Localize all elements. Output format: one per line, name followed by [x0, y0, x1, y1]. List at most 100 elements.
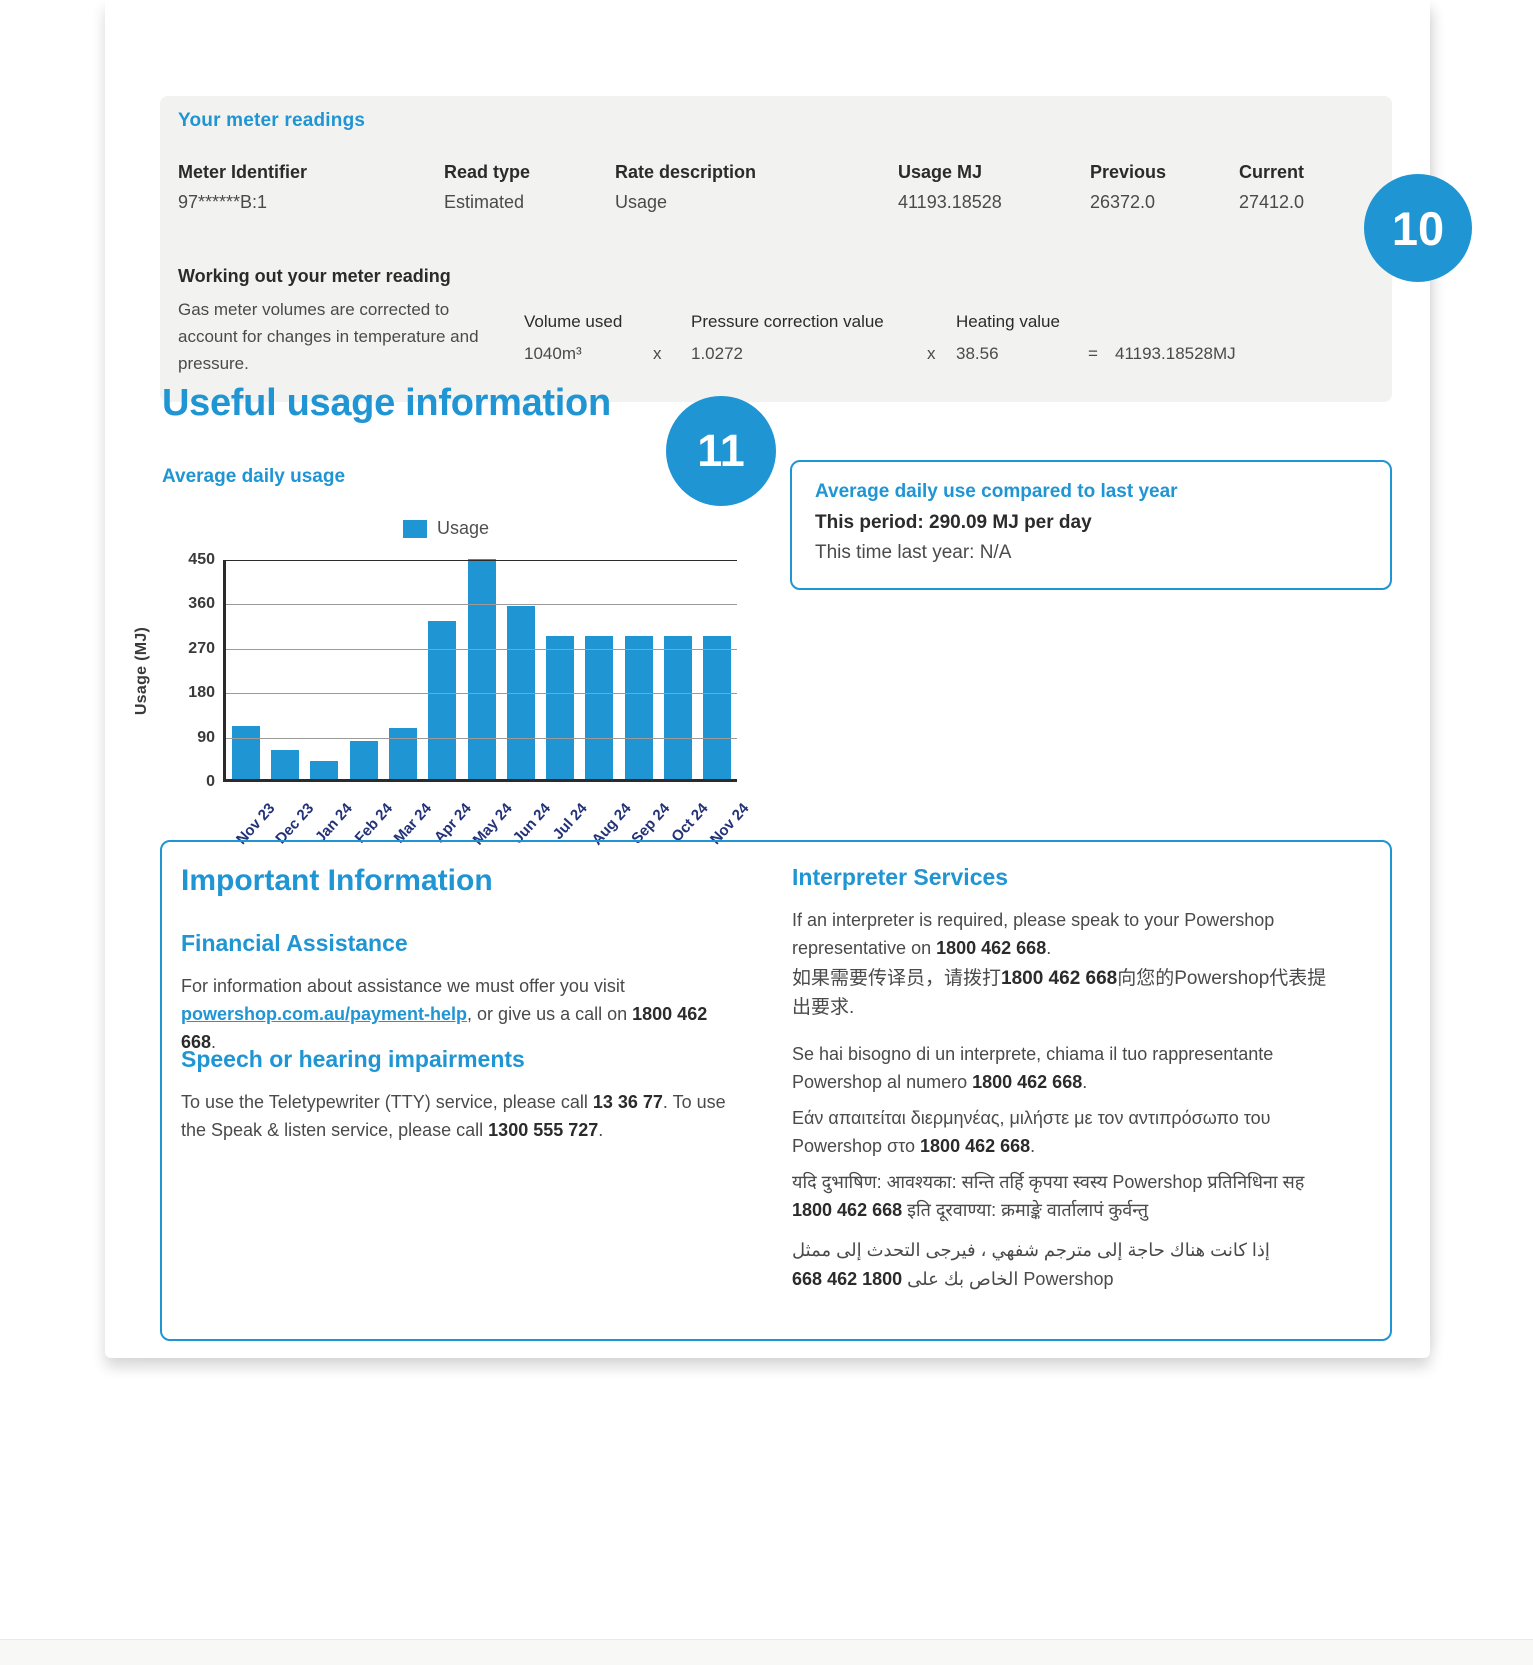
interpreter-zh-after: 向您的Powershop代表提出要求. [792, 968, 1327, 1018]
interpreter-en-phone: 1800 462 668 [936, 938, 1047, 958]
bar-slot [305, 761, 344, 779]
bar-slot [541, 635, 580, 779]
interpreter-it-text: Se hai bisogno di un interprete, chiama … [792, 1044, 1274, 1092]
bar-slot [344, 741, 383, 779]
working-out-description: Gas meter volumes are corrected to accou… [178, 300, 479, 373]
financial-text-before: For information about assistance we must… [181, 976, 625, 996]
bar-jan-24 [310, 761, 339, 779]
y-tick-180: 180 [188, 684, 215, 702]
col-read-type: Read type [444, 162, 531, 182]
col-rate-description: Rate description [615, 162, 757, 182]
gridline-450 [226, 560, 737, 561]
bar-aug-24 [585, 635, 614, 779]
chart-legend: Usage [403, 518, 489, 539]
y-tick-450: 450 [188, 551, 215, 568]
interpreter-zh-text: 如果需要传译员，请拨打 [792, 968, 1002, 989]
speak-listen-phone: 1300 555 727 [488, 1120, 599, 1140]
annotation-badge-11: 11 [666, 396, 776, 506]
heating-value-label: Heating value [956, 312, 1060, 331]
interpreter-paragraph-hi: यदि दुभाषिण: आवश्यका: सन्ति तर्हि कृपया … [792, 1168, 1344, 1224]
bar-jun-24 [506, 606, 535, 779]
gridline-270 [226, 648, 737, 650]
bar-feb-24 [349, 741, 378, 779]
bar-dec-23 [270, 749, 299, 779]
col-meter-identifier: Meter Identifier [178, 162, 308, 182]
compare-box-title: Average daily use compared to last year [815, 481, 1178, 502]
bar-nov-23 [231, 726, 260, 779]
multiply-sign-1: x [653, 344, 662, 363]
interpreter-el-phone: 1800 462 668 [920, 1136, 1031, 1156]
this-period-value: This period: 290.09 MJ per day [815, 512, 1092, 533]
interpreter-paragraph-zh: 如果需要传译员，请拨打1800 462 668向您的Powershop代表提出要… [792, 964, 1344, 1022]
meter-readings-title: Your meter readings [178, 110, 366, 131]
volume-used-value: 1040m³ [524, 344, 582, 363]
chart-plot [223, 559, 737, 782]
y-axis-title: Usage (MJ) [133, 626, 151, 716]
gridline-180 [226, 693, 737, 695]
equals-sign: = [1088, 344, 1098, 363]
interpreter-it-after: . [1082, 1072, 1088, 1092]
annotation-badge-10: 10 [1364, 174, 1472, 282]
interpreter-hi-phone: 1800 462 668 [792, 1200, 903, 1220]
financial-text-mid: , or give us a call on [467, 1004, 633, 1024]
bar-oct-24 [664, 635, 693, 779]
col-current: Current [1239, 162, 1305, 182]
heating-value-value: 38.56 [956, 344, 999, 363]
calculation-result: 41193.18528MJ [1115, 344, 1236, 363]
meter-table-row: 97******B:1 Estimated Usage 41193.18528 … [178, 192, 1382, 213]
bar-slot [226, 726, 265, 779]
financial-text-after: . [211, 1032, 217, 1052]
interpreter-en-after: . [1046, 938, 1052, 958]
meter-identifier-value: 97******B:1 [178, 192, 268, 212]
interpreter-zh-phone: 1800 462 668 [1001, 968, 1118, 989]
bar-nov-24 [703, 635, 732, 779]
gridline-360 [226, 604, 737, 606]
tty-text-1: To use the Teletypewriter (TTY) service,… [181, 1092, 593, 1112]
rate-description-value: Usage [615, 192, 668, 212]
financial-assistance-title: Financial Assistance [181, 930, 408, 956]
bar-slot [501, 606, 540, 779]
meter-readings-panel: Your meter readings Meter Identifier Rea… [160, 96, 1392, 402]
read-type-value: Estimated [444, 192, 525, 212]
bar-mar-24 [388, 727, 417, 779]
chart-bars [226, 559, 737, 779]
bar-apr-24 [428, 621, 457, 779]
interpreter-el-text: Εάν απαιτείται διερμηνέας, μιλήστε με το… [792, 1108, 1271, 1156]
tty-text-3: . [598, 1120, 604, 1140]
speech-hearing-title: Speech or hearing impairments [181, 1046, 525, 1072]
y-axis-labels: 0 90 180 270 360 450 [163, 551, 215, 790]
legend-usage-label: Usage [437, 518, 490, 538]
bar-slot [462, 559, 501, 779]
working-out-title: Working out your meter reading [178, 266, 451, 286]
average-daily-usage-title: Average daily usage [162, 466, 346, 487]
bar-may-24 [467, 559, 496, 779]
interpreter-el-after: . [1030, 1136, 1036, 1156]
pressure-correction-label: Pressure correction value [691, 312, 884, 331]
tty-phone: 13 36 77 [592, 1092, 663, 1112]
current-value: 27412.0 [1239, 192, 1305, 212]
bar-jul-24 [546, 635, 575, 779]
col-usage-mj: Usage MJ [898, 162, 983, 182]
interpreter-en-text: If an interpreter is required, please sp… [792, 910, 1275, 958]
interpreter-hi-text: यदि दुभाषिण: आवश्यका: सन्ति तर्हि कृपया … [792, 1172, 1305, 1192]
col-previous: Previous [1090, 162, 1167, 182]
interpreter-ar-text: إذا كانت هناك حاجة إلى مترجم شفهي ، فيرج… [792, 1240, 1270, 1289]
daily-use-compare-box: Average daily use compared to last year … [790, 460, 1392, 590]
bar-slot [383, 727, 422, 779]
interpreter-paragraph-en: If an interpreter is required, please sp… [792, 906, 1338, 962]
bar-sep-24 [624, 635, 653, 779]
bar-slot [265, 749, 304, 779]
gridline-90 [226, 737, 737, 739]
bottom-gray-strip [0, 1639, 1533, 1665]
previous-value: 26372.0 [1090, 192, 1156, 212]
useful-usage-heading: Useful usage information [162, 382, 611, 424]
interpreter-paragraph-el: Εάν απαιτείται διερμηνέας, μιλήστε με το… [792, 1104, 1338, 1160]
interpreter-paragraph-ar: إذا كانت هناك حاجة إلى مترجم شفهي ، فيرج… [792, 1236, 1344, 1294]
bar-slot [698, 635, 737, 779]
usage-mj-value: 41193.18528 [898, 192, 1002, 212]
bar-slot [423, 621, 462, 779]
payment-help-link[interactable]: powershop.com.au/payment-help [181, 1004, 468, 1024]
multiply-sign-2: x [927, 344, 936, 363]
bar-slot [658, 635, 697, 779]
